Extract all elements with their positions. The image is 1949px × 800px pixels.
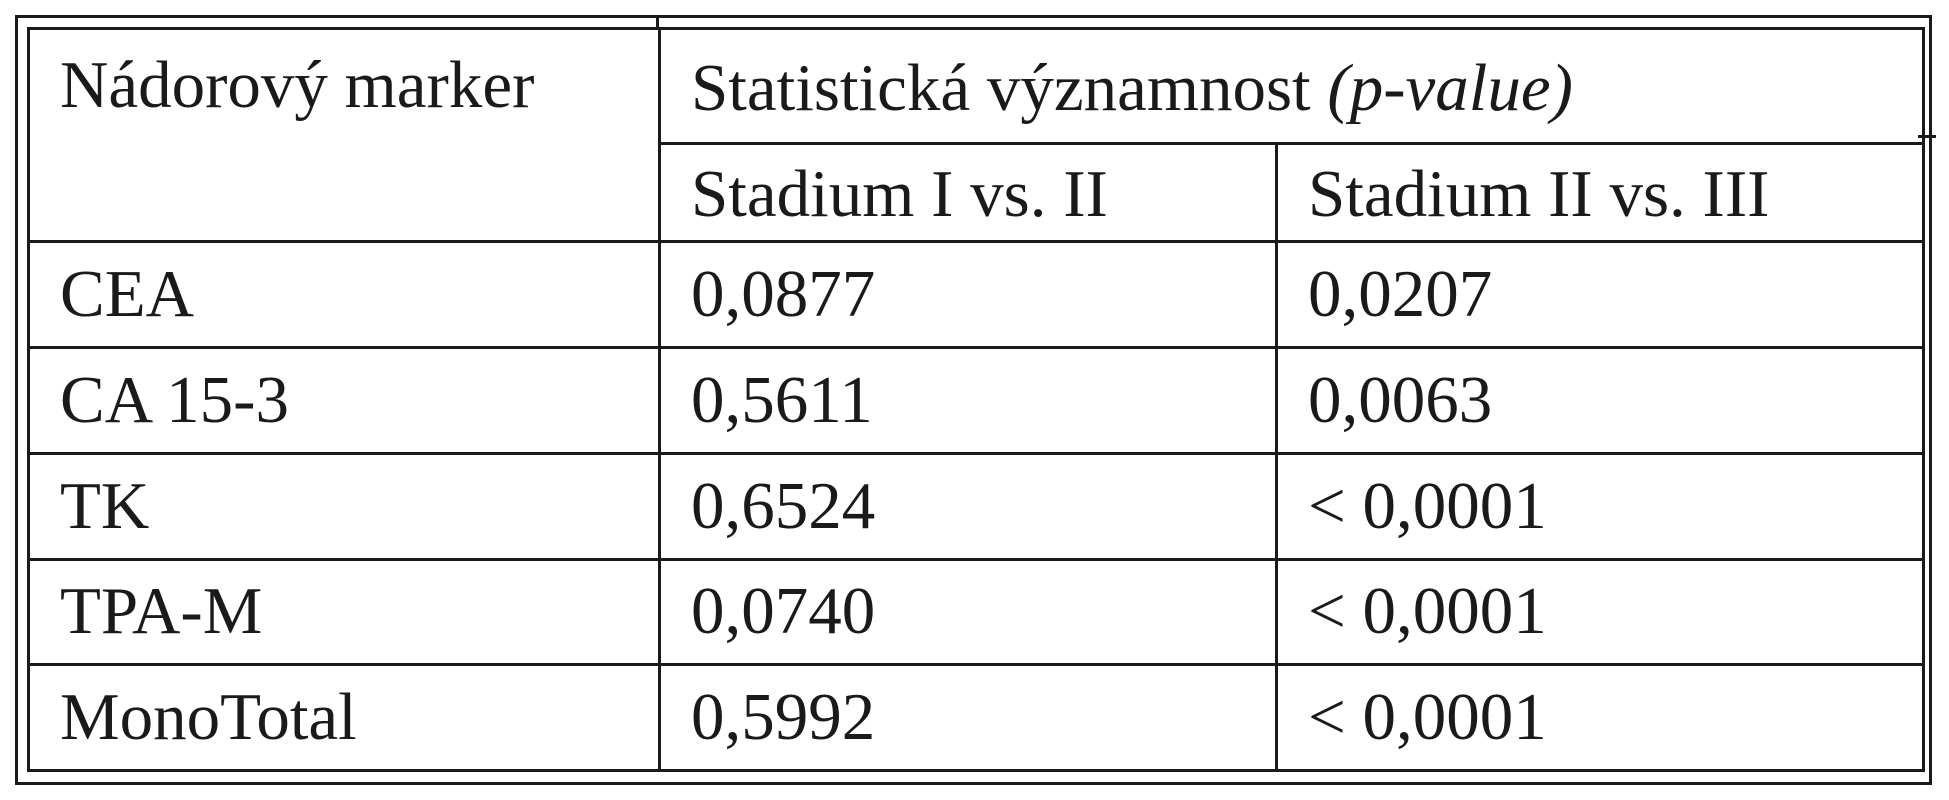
marker-cell: MonoTotal xyxy=(27,663,661,772)
stage-1-vs-2-cell: 0,0740 xyxy=(658,557,1278,667)
stage-header-row: Stadium I vs. II Stadium II vs. III xyxy=(29,142,1925,244)
stage-2-vs-3-cell: 0,0063 xyxy=(1275,346,1925,455)
stage-1-vs-2-cell: 0,5992 xyxy=(658,663,1278,772)
table-row: MonoTotal 0,5992 < 0,0001 xyxy=(27,663,1925,772)
marker-cell: TPA-M xyxy=(27,557,661,667)
p-value-label: (p-value) xyxy=(1327,50,1573,125)
stage-1-vs-2-cell: 0,5611 xyxy=(658,346,1278,455)
table-row: CA 15-3 0,5611 0,0063 xyxy=(27,346,1925,455)
stage-1-vs-2-cell: 0,0877 xyxy=(658,240,1278,350)
stage-1-vs-2-header: Stadium I vs. II xyxy=(658,142,1278,244)
table-row: TPA-M 0,0740 < 0,0001 xyxy=(27,557,1925,667)
stage-2-vs-3-cell: < 0,0001 xyxy=(1275,451,1925,561)
marker-significance-table: Nádorový marker Statistická významnost (… xyxy=(27,26,1925,772)
stage-2-vs-3-cell: < 0,0001 xyxy=(1275,663,1925,772)
significance-header-text: Statistická významnost xyxy=(691,50,1311,125)
stage-2-vs-3-header: Stadium II vs. III xyxy=(1275,142,1925,244)
table-row: CEA 0,0877 0,0207 xyxy=(27,240,1925,350)
marker-cell: CA 15-3 xyxy=(27,346,661,455)
header-row: Nádorový marker Statistická významnost (… xyxy=(27,26,1925,244)
border-tick-mark xyxy=(1918,135,1936,138)
table-outer-frame xyxy=(15,15,1932,785)
marker-column-header-text: Nádorový marker xyxy=(60,48,535,122)
marker-cell: CEA xyxy=(27,240,661,350)
marker-column-header: Nádorový marker xyxy=(27,26,661,244)
stage-2-vs-3-cell: 0,0207 xyxy=(1275,240,1925,350)
border-tick-mark-top xyxy=(656,15,659,29)
marker-cell: TK xyxy=(27,451,661,561)
significance-group-header: Statistická významnost (p-value) xyxy=(658,26,1925,146)
stage-1-vs-2-cell: 0,6524 xyxy=(658,451,1278,561)
table-row: TK 0,6524 < 0,0001 xyxy=(27,451,1925,561)
stage-2-vs-3-cell: < 0,0001 xyxy=(1275,557,1925,667)
